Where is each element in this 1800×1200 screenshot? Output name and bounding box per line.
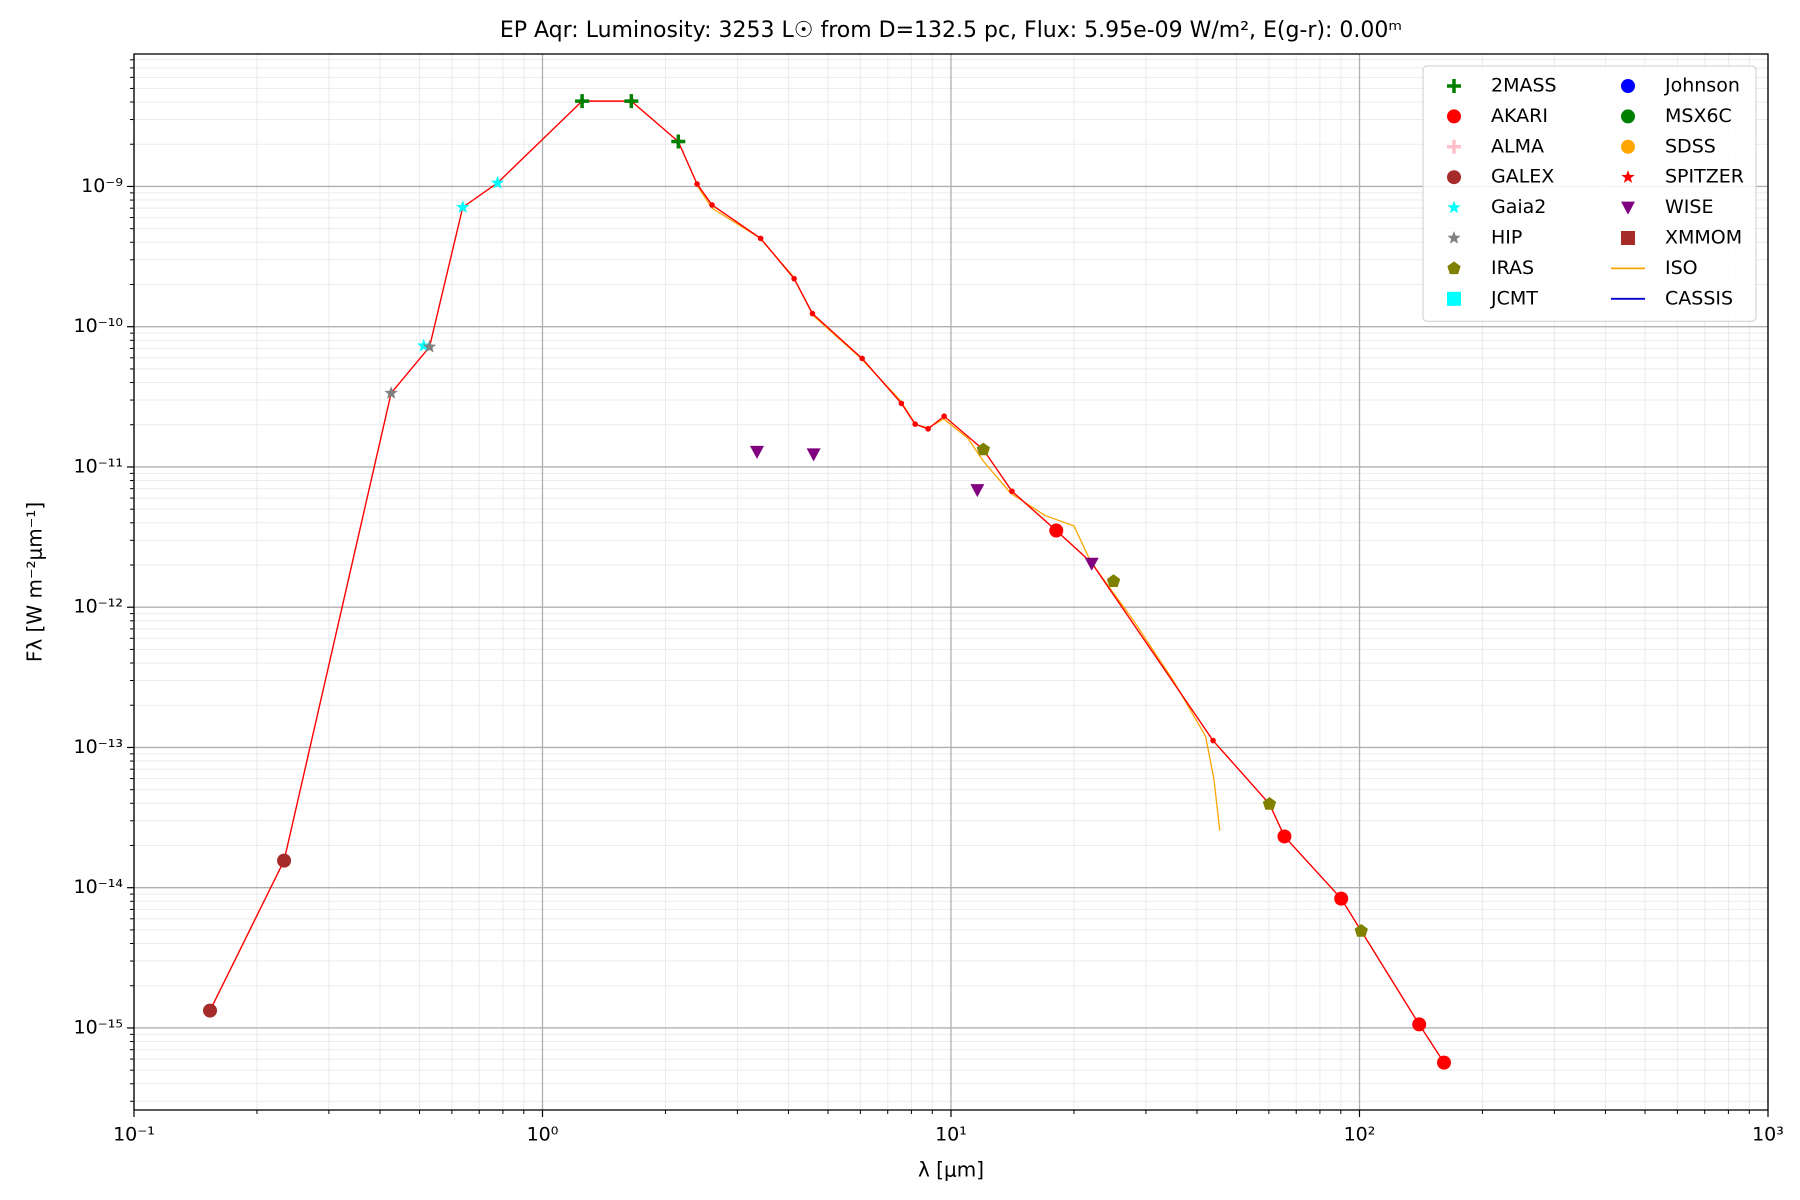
- y-tick-label: 10⁻¹²: [74, 596, 123, 618]
- legend-marker: [1447, 200, 1461, 214]
- marker: [749, 445, 764, 459]
- marker: [575, 94, 590, 109]
- model-dot: [898, 400, 905, 407]
- y-tick-label: 10⁻¹⁵: [74, 1016, 123, 1038]
- legend-marker: [1621, 139, 1635, 154]
- marker: [1106, 574, 1121, 587]
- model-dot: [757, 235, 764, 242]
- legend-label: JCMT: [1490, 287, 1538, 309]
- marker: [1412, 1017, 1427, 1032]
- legend-label: Gaia2: [1491, 196, 1546, 218]
- legend-label: IRAS: [1491, 257, 1534, 279]
- marker: [490, 175, 505, 189]
- marker: [1354, 924, 1368, 937]
- x-tick-label: 10⁻¹: [113, 1124, 155, 1146]
- marker: [806, 448, 821, 462]
- legend-marker: [1447, 261, 1461, 275]
- model-dot: [925, 426, 931, 432]
- marker: [1262, 797, 1277, 810]
- legend-marker: [1621, 109, 1635, 124]
- marker: [1277, 829, 1292, 844]
- legend-marker: [1621, 201, 1635, 215]
- legend-marker: [1621, 79, 1635, 93]
- x-tick-label: 10³: [1752, 1124, 1784, 1146]
- legend-marker: [1447, 139, 1461, 154]
- marker: [1436, 1055, 1451, 1070]
- legend-box: [1422, 65, 1757, 322]
- y-tick-label: 10⁻¹⁰: [74, 315, 123, 337]
- model-dot: [859, 355, 865, 362]
- plot-frame: [133, 53, 1769, 1111]
- legend: 2MASS AKARI ALMA GALEX Gaia2 HIP IRAS JCMT Johns…: [1422, 65, 1757, 322]
- marker: [203, 1003, 218, 1018]
- legend-label: AKARI: [1491, 105, 1548, 127]
- legend-label: ALMA: [1491, 135, 1544, 157]
- marker: [384, 386, 398, 399]
- legend-label: GALEX: [1491, 166, 1554, 188]
- marker: [456, 200, 470, 213]
- legend-label: 2MASS: [1491, 75, 1557, 97]
- legend-label: HIP: [1491, 227, 1522, 249]
- legend-marker: [1447, 231, 1461, 244]
- legend-label: MSX6C: [1665, 105, 1732, 127]
- marker: [1084, 557, 1099, 571]
- legend-marker: [1621, 231, 1635, 245]
- model-dot: [694, 181, 700, 187]
- legend-label: SPITZER: [1665, 166, 1744, 188]
- legend-marker: [1447, 170, 1461, 185]
- y-tick-label: 10⁻¹³: [74, 736, 123, 758]
- model-dot: [1210, 737, 1216, 744]
- legend-label: WISE: [1665, 196, 1713, 218]
- model-dot: [1009, 488, 1015, 495]
- y-tick-label: 10⁻¹¹: [74, 455, 123, 477]
- y-axis-label: Fλ [W m⁻²μm⁻¹]: [23, 502, 47, 662]
- model-dot: [791, 275, 797, 282]
- marker: [671, 134, 686, 149]
- legend-marker: [1621, 170, 1635, 183]
- marker: [277, 853, 292, 868]
- x-tick-label: 10⁰: [527, 1124, 559, 1146]
- legend-label: Johnson: [1664, 75, 1740, 97]
- chart-title: EP Aqr: Luminosity: 3253 L☉ from D=132.5…: [500, 18, 1402, 43]
- model-dot: [912, 421, 918, 427]
- model-dot: [709, 202, 715, 208]
- legend-label: XMMOM: [1665, 227, 1742, 249]
- plot-area: [203, 94, 1451, 1070]
- marker: [976, 442, 991, 456]
- legend-label: SDSS: [1665, 135, 1716, 157]
- legend-label: ISO: [1665, 257, 1698, 279]
- marker: [970, 484, 985, 498]
- x-tick-label: 10²: [1344, 1124, 1376, 1146]
- marker: [624, 94, 639, 109]
- legend-label: CASSIS: [1665, 287, 1733, 309]
- legend-marker: [1447, 79, 1461, 93]
- legend-marker: [1447, 109, 1461, 124]
- marker: [422, 339, 437, 353]
- y-tick-label: 10⁻⁹: [81, 175, 123, 197]
- marker: [1049, 523, 1064, 538]
- model-dot: [809, 310, 816, 317]
- spectrum-line: [697, 186, 1221, 831]
- model-dot: [941, 413, 947, 420]
- marker: [1334, 891, 1349, 906]
- x-axis-label: λ [μm]: [918, 1158, 984, 1182]
- legend-marker: [1447, 291, 1461, 306]
- y-tick-label: 10⁻¹⁴: [74, 876, 124, 898]
- x-tick-label: 10¹: [935, 1124, 967, 1146]
